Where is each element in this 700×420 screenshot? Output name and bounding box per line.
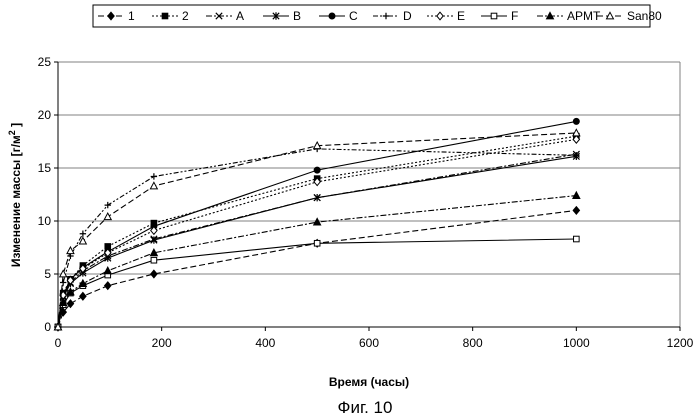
x-tick-label: 200 bbox=[152, 336, 172, 350]
x-tick-label: 400 bbox=[255, 336, 275, 350]
legend-label: F bbox=[511, 9, 518, 23]
legend-label: A bbox=[236, 9, 244, 23]
data-point-C bbox=[314, 167, 320, 173]
data-point-San80 bbox=[67, 247, 74, 254]
legend-label: 2 bbox=[182, 9, 189, 23]
data-point-D bbox=[573, 152, 579, 158]
x-tick-label: 1000 bbox=[563, 336, 590, 350]
y-tick-label: 5 bbox=[44, 267, 51, 281]
legend-label: D bbox=[403, 9, 412, 23]
legend-marker bbox=[329, 13, 335, 19]
series-APMT bbox=[55, 192, 580, 330]
x-axis-title: Время (часы) bbox=[329, 375, 409, 389]
y-tick-label: 0 bbox=[44, 320, 51, 334]
data-point-F bbox=[151, 257, 157, 263]
data-point-1 bbox=[573, 207, 579, 215]
axes bbox=[58, 62, 680, 327]
data-point-1 bbox=[105, 282, 111, 290]
legend-marker bbox=[162, 13, 168, 19]
series-line-APMT bbox=[58, 196, 576, 327]
y-axis-title: Изменение массы [г/м2 ] bbox=[7, 123, 23, 267]
series-San80 bbox=[55, 129, 580, 330]
series-F bbox=[55, 236, 579, 330]
data-point-D bbox=[60, 279, 66, 285]
data-point-San80 bbox=[150, 182, 157, 189]
y-axis-title-end: ] bbox=[9, 123, 23, 130]
legend-label: San80 bbox=[627, 9, 662, 23]
data-point-F bbox=[574, 236, 580, 242]
y-tick-label: 20 bbox=[38, 108, 52, 122]
series-line-F bbox=[58, 239, 576, 327]
series-line-1 bbox=[58, 210, 576, 327]
grid bbox=[58, 62, 680, 327]
figure-caption: Фиг. 10 bbox=[338, 398, 393, 417]
legend-marker bbox=[491, 13, 497, 19]
x-ticks: 0 200 400 600 800 1000 1200 bbox=[55, 327, 694, 350]
data-point-1 bbox=[80, 292, 86, 300]
legend-label: C bbox=[349, 9, 358, 23]
legend-label: B bbox=[293, 9, 301, 23]
y-ticks: 0 5 10 15 20 25 bbox=[38, 55, 58, 334]
data-point-APMT bbox=[314, 218, 321, 225]
x-tick-label: 800 bbox=[463, 336, 483, 350]
y-tick-label: 10 bbox=[38, 214, 52, 228]
data-point-C bbox=[573, 118, 579, 124]
y-axis-title-main: Изменение массы [г/м bbox=[9, 135, 23, 267]
legend-label: E bbox=[457, 9, 465, 23]
series-line-San80 bbox=[58, 133, 576, 327]
data-point-D bbox=[80, 231, 86, 237]
y-tick-label: 25 bbox=[38, 55, 52, 69]
y-tick-label: 15 bbox=[38, 161, 52, 175]
series-group bbox=[55, 118, 580, 330]
data-point-D bbox=[151, 173, 157, 179]
legend: 1 2 A B C D E F APMT San80 bbox=[93, 5, 662, 27]
series-line-2 bbox=[58, 136, 576, 327]
series-2 bbox=[55, 133, 579, 329]
data-point-F bbox=[314, 240, 320, 246]
data-point-APMT bbox=[104, 267, 111, 274]
data-point-APMT bbox=[573, 192, 580, 199]
data-point-1 bbox=[151, 270, 157, 278]
x-tick-label: 1200 bbox=[667, 336, 694, 350]
legend-label: 1 bbox=[128, 9, 135, 23]
legend-label: APMT bbox=[567, 9, 601, 23]
x-tick-label: 600 bbox=[359, 336, 379, 350]
x-tick-label: 0 bbox=[55, 336, 62, 350]
data-point-San80 bbox=[104, 213, 111, 220]
